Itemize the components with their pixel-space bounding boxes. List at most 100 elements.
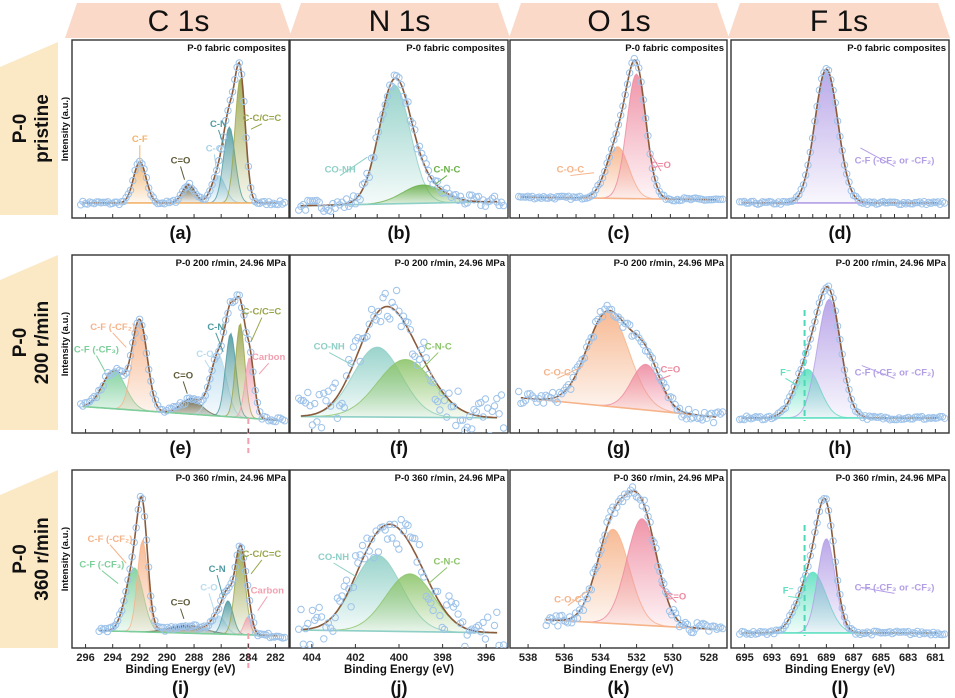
- data-point: [117, 367, 126, 375]
- data-point: [445, 189, 453, 198]
- data-point: [607, 145, 616, 153]
- peak-fill-1: [300, 185, 498, 206]
- data-point: [411, 534, 419, 543]
- peak-label-arrow: [860, 586, 895, 594]
- data-point: [836, 335, 844, 344]
- data-point: [646, 518, 654, 526]
- data-point: [176, 399, 185, 407]
- data-point: [203, 383, 212, 391]
- data-point: [479, 196, 487, 204]
- data-point: [367, 535, 376, 543]
- data-point: [662, 383, 670, 392]
- data-point: [888, 198, 896, 207]
- data-point: [429, 606, 437, 615]
- data-point: [329, 199, 337, 208]
- data-point: [831, 558, 839, 566]
- data-point: [854, 628, 862, 637]
- data-point: [197, 397, 205, 406]
- data-point: [554, 622, 562, 630]
- peak-fill-0: [741, 369, 939, 418]
- data-point: [199, 396, 207, 404]
- data-point: [388, 534, 396, 542]
- row-header-tab: [0, 470, 58, 648]
- data-point: [472, 623, 480, 631]
- data-point: [147, 191, 155, 199]
- data-point: [632, 329, 641, 338]
- panel-letter: (d): [829, 223, 852, 243]
- data-point: [111, 621, 120, 629]
- panel-a: P-0 fabric composites C-F C=O C-O C-N C-C/C=C…: [60, 39, 290, 243]
- peak-fill-1: [82, 322, 279, 421]
- data-point: [678, 413, 686, 421]
- panel-letter: (e): [170, 438, 192, 458]
- data-point: [637, 78, 645, 86]
- data-point: [354, 559, 362, 567]
- peak-label-arrow: [567, 588, 591, 606]
- peak-fill-1: [741, 299, 939, 418]
- data-point: [463, 631, 471, 639]
- data-point: [233, 63, 241, 72]
- data-point: [201, 391, 210, 400]
- data-point: [802, 571, 810, 579]
- data-point: [301, 206, 310, 214]
- data-point: [228, 88, 237, 96]
- data-point: [714, 408, 722, 416]
- peak-fill-0: [520, 146, 717, 200]
- data-point: [870, 627, 878, 635]
- data-point: [145, 184, 153, 192]
- data-point: [781, 621, 789, 630]
- data-point: [497, 391, 506, 399]
- peak-fill-1: [300, 573, 498, 633]
- panel-b: P-0 fabric composites CO-NH C-N-C (b): [289, 39, 509, 243]
- data-point: [913, 413, 921, 421]
- panel-letter: (l): [832, 678, 849, 698]
- data-point: [210, 612, 219, 620]
- data-point: [836, 132, 844, 141]
- data-point: [888, 415, 896, 423]
- data-point: [539, 399, 548, 407]
- x-tick-label: 536: [555, 652, 573, 664]
- data-point: [313, 613, 321, 622]
- y-axis-label: Intensity (a.u.): [60, 527, 71, 591]
- peak-fill-0: [741, 572, 939, 633]
- peak-label-arrow: [556, 365, 583, 379]
- data-point: [201, 195, 210, 203]
- data-point: [363, 534, 371, 542]
- data-point: [824, 66, 833, 75]
- data-point: [838, 350, 846, 358]
- row-header-label: P-0 pristine: [10, 94, 53, 163]
- data-point: [215, 605, 223, 613]
- data-point: [802, 349, 810, 358]
- data-point: [815, 86, 824, 94]
- panels: P-0 fabric compositesC-FC=OC-OC-NC-C/C=C…: [60, 39, 950, 698]
- data-point: [589, 190, 598, 199]
- data-point: [240, 97, 248, 106]
- peak-label: C=O: [666, 592, 686, 603]
- data-point: [361, 334, 369, 342]
- data-point: [116, 610, 124, 618]
- data-point: [477, 628, 485, 636]
- data-point: [397, 322, 405, 331]
- data-point: [228, 298, 237, 307]
- data-point: [824, 506, 833, 515]
- data-point: [383, 535, 392, 543]
- data-point: [395, 307, 403, 315]
- data-point: [639, 96, 647, 104]
- data-point: [619, 102, 627, 110]
- data-point: [490, 621, 499, 630]
- data-point: [199, 195, 207, 204]
- data-point: [736, 630, 744, 638]
- peak-label: C-O-C: [554, 595, 582, 606]
- data-point: [488, 194, 496, 203]
- data-point: [603, 301, 611, 310]
- data-point: [653, 366, 661, 375]
- data-point: [208, 616, 217, 625]
- data-point: [682, 415, 691, 423]
- peak-label-arrow: [180, 608, 185, 619]
- data-point: [576, 192, 584, 201]
- data-point: [253, 398, 262, 407]
- peak-label: C=O: [660, 364, 680, 375]
- data-point: [147, 377, 155, 385]
- data-point: [406, 116, 414, 125]
- data-point: [635, 334, 643, 342]
